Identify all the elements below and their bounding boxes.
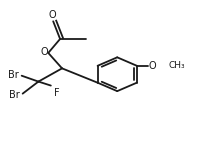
Text: O: O (41, 47, 48, 57)
Text: Br: Br (8, 90, 19, 100)
Text: Br: Br (7, 70, 18, 80)
Text: F: F (54, 88, 59, 98)
Text: CH₃: CH₃ (168, 61, 185, 70)
Text: O: O (48, 10, 56, 20)
Text: O: O (148, 61, 156, 71)
